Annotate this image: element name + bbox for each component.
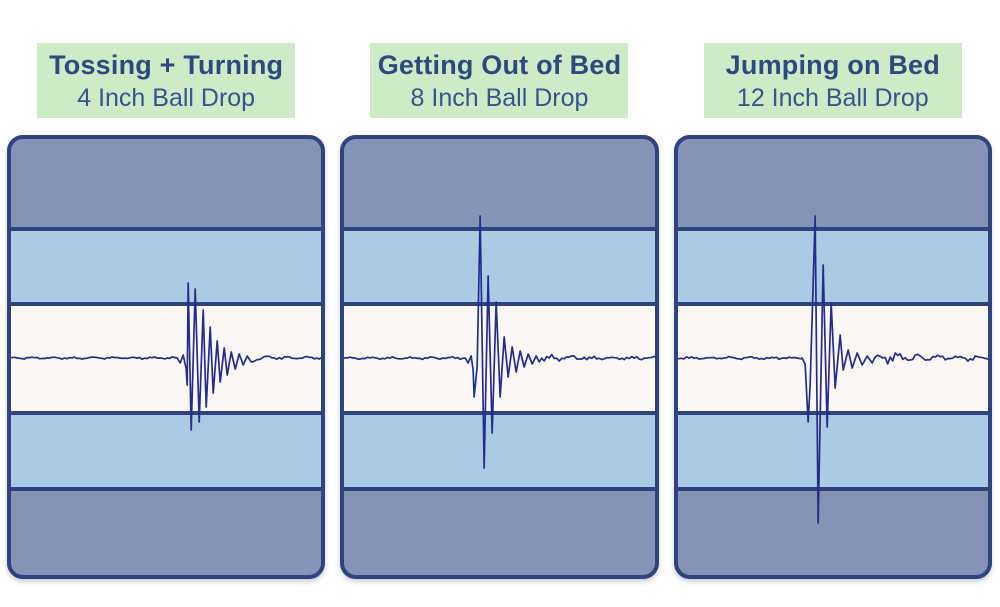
band-divider [7,487,326,491]
panel-column-getting-out-of-bed: Getting Out of Bed 8 Inch Ball Drop [340,43,659,579]
panel-subtitle: 4 Inch Ball Drop [77,84,256,112]
seismograph-trace-4-inch [7,282,326,431]
band-divider [673,227,992,231]
band-dark-bottom [340,491,659,579]
seismograph-trace-8-inch [340,215,659,469]
band-light-bottom [673,415,992,487]
panel-header-jumping-on-bed: Jumping on Bed 12 Inch Ball Drop [703,43,962,118]
band-dark-bottom [673,491,992,579]
band-divider [7,227,326,231]
panel-subtitle: 12 Inch Ball Drop [736,84,929,112]
disturbance-bands [7,135,326,579]
band-divider [7,302,326,306]
seismograph-panel-12-inch [673,135,992,579]
band-dark-top [7,135,326,227]
band-divider [340,302,659,306]
band-light-top [673,231,992,302]
seismograph-trace-12-inch [673,215,991,524]
band-divider [340,411,659,415]
band-light-top [7,231,326,302]
band-divider [673,411,992,415]
panel-title: Tossing + Turning [49,50,284,80]
band-dark-bottom [7,491,326,579]
motion-isolation-figure: Tossing + Turning 4 Inch Ball Drop G [7,43,992,579]
band-light-bottom [340,415,659,487]
band-dark-top [340,135,659,227]
band-divider [340,227,659,231]
panel-header-tossing-turning: Tossing + Turning 4 Inch Ball Drop [37,43,296,118]
panel-column-tossing-turning: Tossing + Turning 4 Inch Ball Drop [7,43,326,579]
panel-title: Jumping on Bed [725,50,940,80]
panel-subtitle: 8 Inch Ball Drop [410,84,589,112]
band-divider [340,487,659,491]
band-light-top [340,231,659,302]
disturbance-bands [340,135,659,579]
panel-column-jumping-on-bed: Jumping on Bed 12 Inch Ball Drop [673,43,992,579]
disturbance-bands [673,135,992,579]
panel-header-getting-out-of-bed: Getting Out of Bed 8 Inch Ball Drop [370,43,629,118]
seismograph-panel-8-inch [340,135,659,579]
panel-title: Getting Out of Bed [377,50,622,80]
band-dark-top [673,135,992,227]
band-light-bottom [7,415,326,487]
seismograph-panel-4-inch [7,135,326,579]
band-divider [7,411,326,415]
band-divider [673,302,992,306]
band-divider [673,487,992,491]
